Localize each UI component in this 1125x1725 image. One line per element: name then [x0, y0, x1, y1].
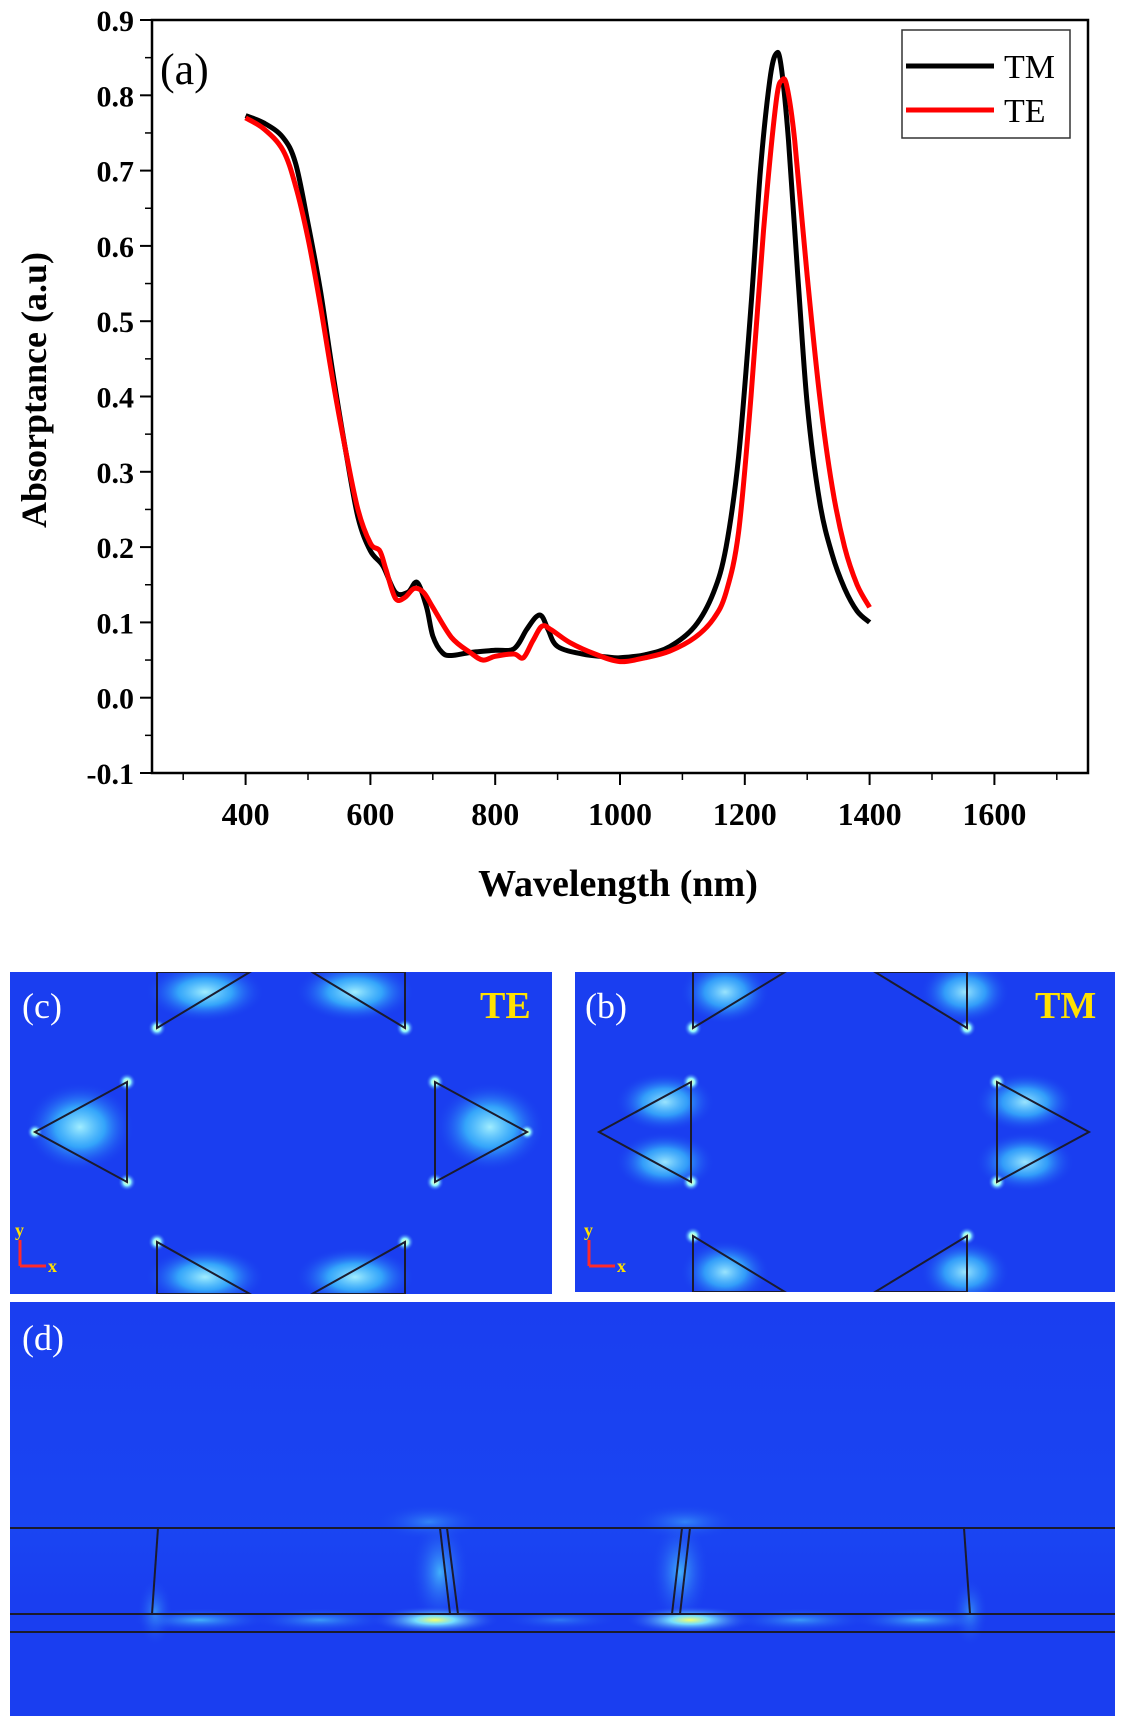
- x-tick-label: 600: [346, 796, 394, 832]
- x-tick-label: 1600: [962, 796, 1026, 832]
- x-tick-label: 1200: [713, 796, 777, 832]
- panel-label-a: (a): [160, 45, 209, 94]
- triangle-bottom-right: [873, 1234, 968, 1292]
- axis-indicator: y x: [15, 1220, 57, 1276]
- axis-y-label: y: [584, 1220, 593, 1240]
- axis-y-label: y: [15, 1220, 24, 1240]
- series-line-tm: [244, 50, 872, 661]
- axis-indicator: y x: [584, 1220, 626, 1276]
- field-map-cross-section: (d): [10, 1302, 1115, 1716]
- triangle-top-right: [873, 972, 968, 1030]
- triangle-bottom-right: [309, 1240, 406, 1294]
- triangle-right: [996, 1080, 1092, 1184]
- panel-label-c: (c): [22, 986, 62, 1026]
- triangle-bottom-left: [692, 1234, 787, 1292]
- triangle-top-right: [310, 972, 406, 1030]
- y-tick-label: 0.7: [97, 156, 135, 189]
- x-tick-label: 400: [222, 796, 270, 832]
- field-background: [575, 972, 1115, 1292]
- polarization-label-tm: TM: [1035, 985, 1096, 1027]
- axis-x-label: x: [48, 1256, 57, 1276]
- field-map-te: (c) TE y x: [10, 972, 552, 1294]
- x-tick-label: 1000: [588, 796, 652, 832]
- legend-label-te: TE: [1004, 93, 1046, 130]
- triangle-left: [596, 1080, 692, 1184]
- y-tick-label: 0.5: [97, 306, 135, 339]
- y-tick-label: 0.8: [97, 80, 135, 113]
- panel-label-d: (d): [22, 1318, 64, 1358]
- y-tick-label: 0.4: [97, 382, 135, 415]
- absorptance-chart: 400 600 800 1000 1200 1400 1600 -0.1 0.0 0.1 0.2 0.…: [14, 5, 1090, 905]
- triangle-bottom-left: [156, 1240, 253, 1294]
- x-tick-label: 800: [471, 796, 519, 832]
- legend-label-tm: TM: [1004, 49, 1055, 86]
- y-axis-label: Absorptance (a.u): [14, 252, 54, 528]
- field-background: [10, 1302, 1115, 1716]
- polarization-label-te: TE: [480, 985, 531, 1027]
- triangle-top-left: [692, 972, 787, 1030]
- y-tick-label: 0.3: [97, 457, 135, 490]
- y-tick-label: -0.1: [87, 758, 135, 791]
- series-line-te: [244, 76, 872, 665]
- axis-x-label: x: [617, 1256, 626, 1276]
- field-map-tm: (b) TM y x: [575, 972, 1115, 1292]
- legend: TM TE: [901, 29, 1071, 139]
- y-tick-label: 0.2: [97, 532, 135, 565]
- x-tick-label: 1400: [838, 796, 902, 832]
- triangle-right: [434, 1080, 530, 1184]
- x-axis-label: Wavelength (nm): [478, 863, 758, 905]
- y-tick-label: 0.1: [97, 607, 135, 640]
- y-tick-label: 0.9: [97, 5, 135, 38]
- triangle-left: [32, 1080, 128, 1184]
- triangle-top-left: [156, 972, 252, 1030]
- panel-label-b: (b): [585, 986, 627, 1026]
- y-tick-label: 0.0: [97, 683, 135, 716]
- legend-box: [901, 29, 1071, 139]
- y-tick-label: 0.6: [97, 231, 135, 264]
